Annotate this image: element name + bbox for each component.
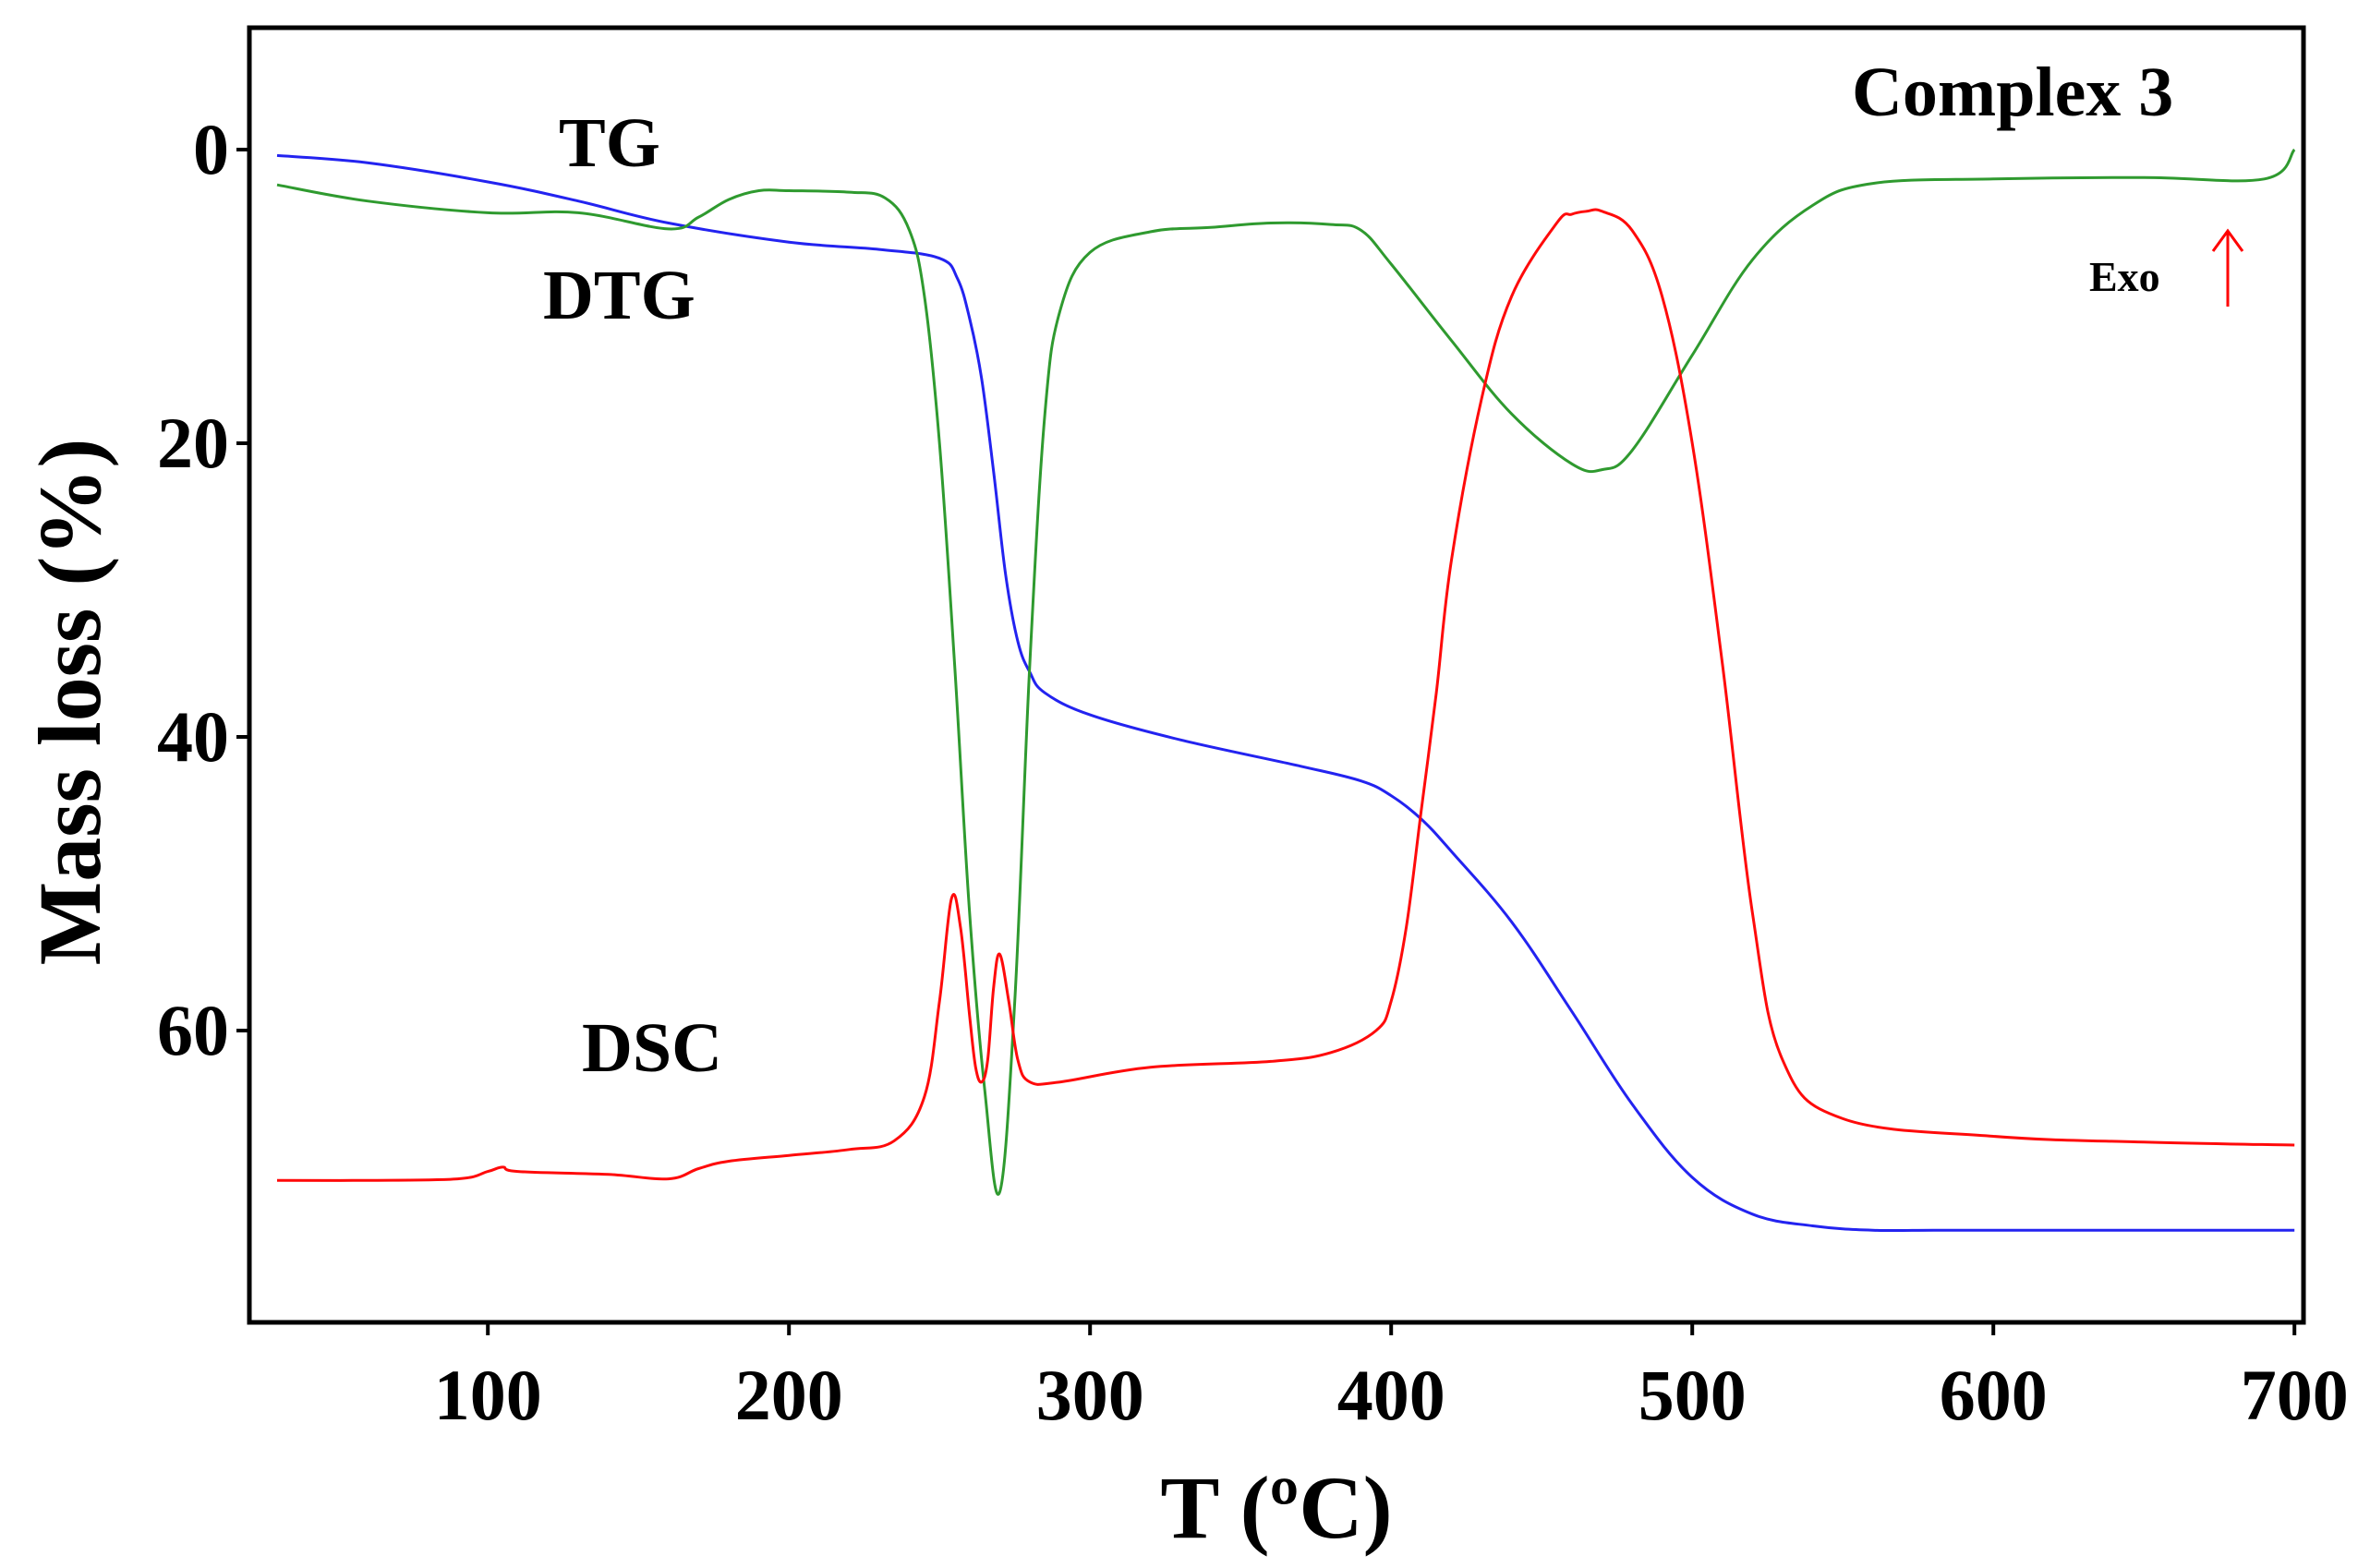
x-tick-label: 700 — [2241, 1355, 2349, 1435]
y-tick-label: 40 — [157, 696, 229, 777]
y-tick-label: 60 — [157, 990, 229, 1070]
x-tick-label: 200 — [735, 1355, 843, 1435]
dtg-curve — [276, 148, 2296, 1196]
x-tick-label: 100 — [434, 1355, 542, 1435]
curves-group — [276, 148, 2296, 1233]
x-tick-label: 500 — [1638, 1355, 1747, 1435]
y-axis-title: Mass loss (%) — [20, 439, 119, 966]
dsc-curve-label: DSC — [582, 1009, 722, 1087]
exo-arrow-icon — [2211, 228, 2244, 307]
tg-curve — [276, 153, 2295, 1233]
exo-label: Exo — [2089, 253, 2160, 300]
x-tick-label: 600 — [1940, 1355, 2048, 1435]
tg-curve-label: TG — [559, 104, 660, 182]
x-tick-label: 300 — [1036, 1355, 1144, 1435]
x-axis-title: T (ºC) — [1160, 1458, 1392, 1557]
y-axis-ticks: 0 20 40 60 — [157, 109, 249, 1070]
chart-title: Complex 3 — [1852, 54, 2173, 131]
dsc-curve — [276, 208, 2295, 1182]
dtg-curve-label: DTG — [543, 257, 695, 334]
plot-frame — [247, 25, 2306, 1325]
y-tick-label: 0 — [193, 109, 229, 189]
x-tick-label: 400 — [1337, 1355, 1445, 1435]
x-axis-ticks: 100 200 300 400 500 600 700 — [434, 1322, 2349, 1435]
y-tick-label: 20 — [157, 403, 229, 483]
